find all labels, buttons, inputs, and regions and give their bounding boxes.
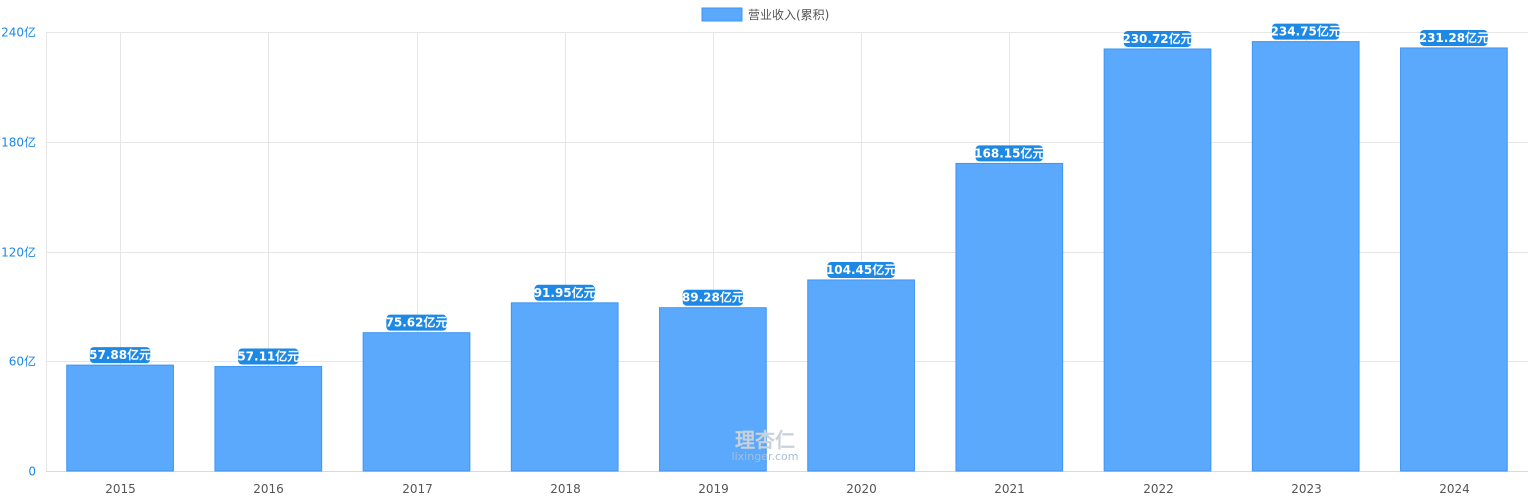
data-label-bg bbox=[682, 289, 744, 306]
bar[interactable] bbox=[1400, 47, 1508, 472]
data-label-text: 57.11亿元 bbox=[237, 349, 299, 364]
data-label-text: 104.45亿元 bbox=[826, 262, 896, 277]
watermark: 理杏仁 lixinger.com bbox=[732, 428, 799, 463]
y-tick-label: 120亿 bbox=[1, 245, 36, 260]
x-tick-label: 2020 bbox=[846, 482, 877, 496]
data-label: 104.45亿元 bbox=[826, 261, 896, 278]
bar[interactable] bbox=[1251, 41, 1360, 472]
data-label-bg bbox=[534, 284, 595, 301]
data-label: 91.95亿元 bbox=[534, 284, 596, 301]
data-label: 75.62亿元 bbox=[386, 314, 448, 331]
bar[interactable] bbox=[807, 279, 915, 472]
legend[interactable]: 营业收入(累积) bbox=[701, 7, 829, 22]
data-label: 89.28亿元 bbox=[682, 289, 744, 306]
x-tick-label: 2016 bbox=[253, 482, 284, 496]
data-label: 57.11亿元 bbox=[237, 348, 299, 365]
data-label-bg bbox=[89, 347, 151, 364]
legend-swatch bbox=[701, 7, 743, 22]
watermark-url: lixinger.com bbox=[732, 450, 799, 463]
y-tick-label: 240亿 bbox=[1, 25, 36, 40]
data-label-text: 230.72亿元 bbox=[1122, 31, 1192, 46]
data-label-bg bbox=[1420, 29, 1488, 46]
bar[interactable] bbox=[955, 162, 1064, 472]
x-tick-label: 2022 bbox=[1143, 482, 1174, 496]
data-label-bg bbox=[386, 314, 447, 331]
data-label-text: 89.28亿元 bbox=[682, 290, 744, 305]
data-label-text: 57.88亿元 bbox=[89, 347, 151, 362]
x-tick-label: 2024 bbox=[1439, 482, 1470, 496]
data-label-bg bbox=[975, 145, 1044, 162]
data-label-bg bbox=[827, 261, 895, 278]
y-tick-label: 60亿 bbox=[9, 354, 36, 369]
bar[interactable] bbox=[510, 302, 619, 472]
x-tick-label: 2018 bbox=[550, 482, 581, 496]
bar[interactable] bbox=[362, 332, 471, 472]
x-tick-label: 2015 bbox=[105, 482, 136, 496]
data-label-text: 75.62亿元 bbox=[386, 315, 448, 330]
axes: 0 60亿 120亿 180亿 240亿 2015 2016 2017 2018 2019 2020… bbox=[1, 25, 1470, 497]
data-label-text: 168.15亿元 bbox=[974, 145, 1044, 160]
bar[interactable] bbox=[659, 307, 767, 472]
bar[interactable] bbox=[214, 366, 323, 472]
data-label-text: 234.75亿元 bbox=[1271, 24, 1341, 39]
x-tick-label: 2023 bbox=[1291, 482, 1322, 496]
data-labels: 57.88亿元 57.11亿元 75.62亿元 91.95亿元 89.28亿元 104.4… bbox=[89, 23, 1489, 365]
bar[interactable] bbox=[1103, 48, 1212, 472]
data-label: 231.28亿元 bbox=[1419, 29, 1489, 46]
data-label-text: 91.95亿元 bbox=[534, 285, 596, 300]
x-tick-label: 2021 bbox=[994, 482, 1025, 496]
data-label-bg bbox=[1123, 30, 1192, 47]
data-label-bg bbox=[238, 348, 299, 365]
y-tick-label: 0 bbox=[28, 465, 36, 479]
data-label-bg bbox=[1271, 23, 1340, 40]
data-label: 230.72亿元 bbox=[1122, 30, 1193, 47]
bar[interactable] bbox=[66, 364, 174, 472]
data-label: 57.88亿元 bbox=[89, 347, 151, 364]
x-tick-label: 2017 bbox=[402, 482, 433, 496]
data-label: 234.75亿元 bbox=[1271, 23, 1341, 40]
watermark-logo: 理杏仁 bbox=[735, 428, 795, 452]
data-label: 168.15亿元 bbox=[974, 145, 1044, 162]
y-tick-label: 180亿 bbox=[1, 135, 36, 150]
data-label-text: 231.28亿元 bbox=[1419, 30, 1489, 45]
x-tick-label: 2019 bbox=[698, 482, 729, 496]
legend-label: 营业收入(累积) bbox=[748, 8, 829, 22]
bars bbox=[66, 41, 1508, 472]
